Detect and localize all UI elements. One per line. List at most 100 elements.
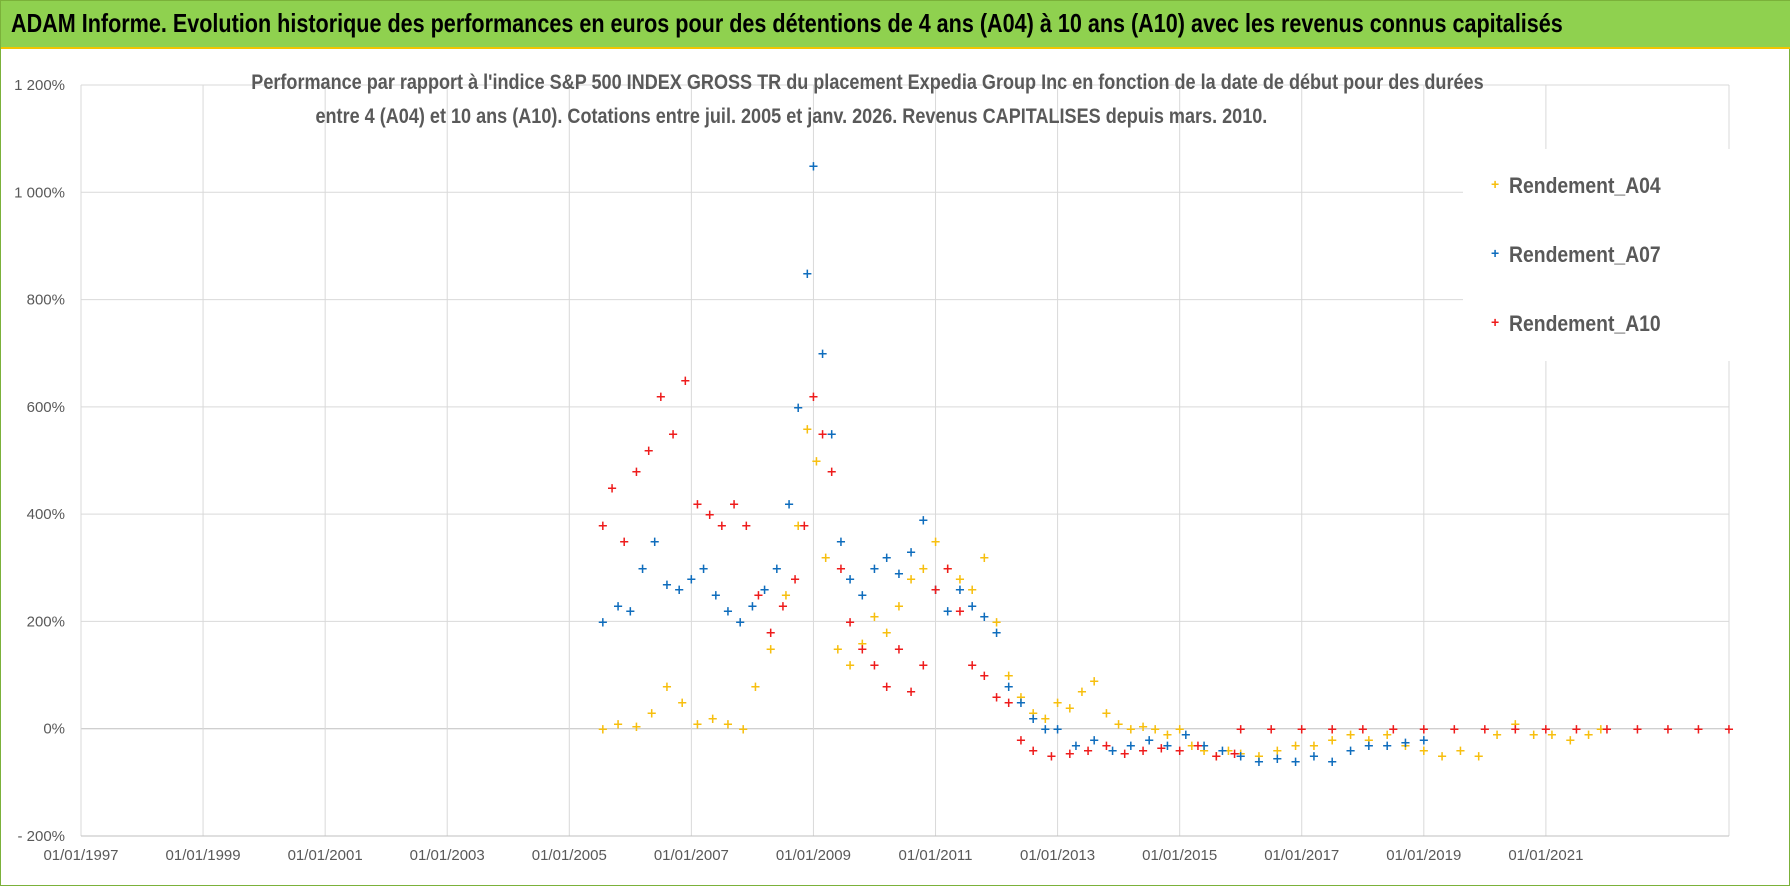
legend-label-a07: Rendement_A07 bbox=[1509, 242, 1661, 267]
point-Rendement_A04: + bbox=[942, 562, 953, 577]
data-points: + + +++++ + + +++++++++++++++++++++++++ ++ ++++… bbox=[597, 159, 1734, 769]
chart-title-line1-text: Performance par rapport à l'indice S&P 5… bbox=[251, 71, 1484, 94]
point-Rendement_A04: + bbox=[1528, 728, 1539, 743]
point-Rendement_A07: + bbox=[747, 599, 758, 614]
point-Rendement_A07: + bbox=[1400, 736, 1411, 751]
x-tick-label: 01/01/2017 bbox=[1264, 847, 1339, 864]
point-Rendement_A07: + bbox=[613, 599, 624, 614]
x-tick-label: 01/01/2013 bbox=[1020, 847, 1095, 864]
point-Rendement_A10: + bbox=[1101, 739, 1112, 754]
point-Rendement_A07: + bbox=[918, 514, 929, 529]
point-Rendement_A07: + bbox=[759, 583, 770, 598]
point-Rendement_A10: + bbox=[918, 658, 929, 673]
point-Rendement_A04: + bbox=[631, 720, 642, 735]
point-Rendement_A10: + bbox=[655, 390, 666, 405]
point-Rendement_A10: + bbox=[1693, 723, 1704, 738]
point-Rendement_A10: + bbox=[729, 497, 740, 512]
point-Rendement_A07: + bbox=[1217, 744, 1228, 759]
point-Rendement_A04: + bbox=[793, 519, 804, 534]
y-tick-label: 0% bbox=[43, 721, 65, 738]
x-tick-label: 01/01/2001 bbox=[288, 847, 363, 864]
point-Rendement_A07: + bbox=[1144, 733, 1155, 748]
point-Rendement_A07: + bbox=[802, 267, 813, 282]
point-Rendement_A04: + bbox=[1162, 728, 1173, 743]
point-Rendement_A04: + bbox=[1125, 723, 1136, 738]
point-Rendement_A04: + bbox=[1418, 744, 1429, 759]
series-Rendement_A04: + + +++++ + + +++++++++++++++++++++++++ ++ ++++… bbox=[597, 422, 1606, 764]
point-Rendement_A07: + bbox=[826, 428, 837, 443]
point-Rendement_A07: + bbox=[1308, 750, 1319, 765]
point-Rendement_A04: + bbox=[1254, 750, 1265, 765]
point-Rendement_A10: + bbox=[619, 535, 630, 550]
point-Rendement_A07: + bbox=[625, 605, 636, 620]
point-Rendement_A04: + bbox=[1113, 717, 1124, 732]
point-Rendement_A10: + bbox=[1540, 723, 1551, 738]
point-Rendement_A10: + bbox=[643, 444, 654, 459]
point-Rendement_A04: + bbox=[1150, 723, 1161, 738]
legend-marker-a04: + bbox=[1491, 176, 1500, 192]
point-Rendement_A10: + bbox=[631, 465, 642, 480]
point-Rendement_A10: + bbox=[1601, 723, 1612, 738]
chart-title-line1: Performance par rapport à l'indice S&P 5… bbox=[151, 71, 1483, 95]
point-Rendement_A04: + bbox=[869, 610, 880, 625]
point-Rendement_A07: + bbox=[1345, 744, 1356, 759]
point-Rendement_A04: + bbox=[677, 696, 688, 711]
point-Rendement_A10: + bbox=[1235, 723, 1246, 738]
point-Rendement_A07: + bbox=[1180, 728, 1191, 743]
point-Rendement_A04: + bbox=[1223, 744, 1234, 759]
legend-marker-a10: + bbox=[1491, 314, 1500, 330]
point-Rendement_A07: + bbox=[793, 401, 804, 416]
point-Rendement_A07: + bbox=[808, 159, 819, 174]
point-Rendement_A07: + bbox=[1089, 733, 1100, 748]
point-Rendement_A04: + bbox=[723, 717, 734, 732]
point-Rendement_A10: + bbox=[1211, 750, 1222, 765]
legend-label-a10: Rendement_A10 bbox=[1509, 311, 1661, 336]
point-Rendement_A10: + bbox=[954, 605, 965, 620]
x-tick-label: 01/01/2019 bbox=[1386, 847, 1461, 864]
point-Rendement_A10: + bbox=[1296, 723, 1307, 738]
point-Rendement_A10: + bbox=[930, 583, 941, 598]
point-Rendement_A07: + bbox=[662, 578, 673, 593]
point-Rendement_A04: + bbox=[1186, 739, 1197, 754]
point-Rendement_A07: + bbox=[597, 615, 608, 630]
point-Rendement_A10: + bbox=[668, 428, 679, 443]
point-Rendement_A10: + bbox=[881, 680, 892, 695]
point-Rendement_A10: + bbox=[680, 374, 691, 389]
point-Rendement_A10: + bbox=[1138, 744, 1149, 759]
point-Rendement_A04: + bbox=[781, 589, 792, 604]
point-Rendement_A07: + bbox=[1254, 755, 1265, 770]
point-Rendement_A04: + bbox=[1583, 728, 1594, 743]
point-Rendement_A04: + bbox=[692, 717, 703, 732]
x-tick-label: 01/01/1999 bbox=[166, 847, 241, 864]
point-Rendement_A07: + bbox=[835, 535, 846, 550]
point-Rendement_A10: + bbox=[1357, 723, 1368, 738]
point-Rendement_A04: + bbox=[1437, 750, 1448, 765]
point-Rendement_A04: + bbox=[832, 642, 843, 657]
point-Rendement_A10: + bbox=[753, 589, 764, 604]
point-Rendement_A10: + bbox=[1193, 739, 1204, 754]
point-Rendement_A04: + bbox=[1052, 696, 1063, 711]
point-Rendement_A10: + bbox=[765, 626, 776, 641]
point-Rendement_A04: + bbox=[845, 658, 856, 673]
legend-marker-a07: + bbox=[1491, 245, 1500, 261]
point-Rendement_A04: + bbox=[1382, 728, 1393, 743]
point-Rendement_A10: + bbox=[942, 562, 953, 577]
point-Rendement_A10: + bbox=[835, 562, 846, 577]
point-Rendement_A04: + bbox=[1595, 723, 1606, 738]
point-Rendement_A07: + bbox=[1003, 680, 1014, 695]
point-Rendement_A04: + bbox=[707, 712, 718, 727]
point-Rendement_A07: + bbox=[735, 615, 746, 630]
point-Rendement_A04: + bbox=[881, 626, 892, 641]
point-Rendement_A10: + bbox=[1174, 744, 1185, 759]
point-Rendement_A04: + bbox=[930, 535, 941, 550]
point-Rendement_A04: + bbox=[811, 455, 822, 470]
point-Rendement_A04: + bbox=[750, 680, 761, 695]
banner-title: ADAM Informe. Evolution historique des p… bbox=[11, 8, 1563, 38]
legend-label-a04: Rendement_A04 bbox=[1509, 173, 1661, 198]
y-tick-label: - 200% bbox=[17, 828, 65, 845]
point-Rendement_A07: + bbox=[817, 347, 828, 362]
point-Rendement_A10: + bbox=[1510, 723, 1521, 738]
point-Rendement_A10: + bbox=[1028, 744, 1039, 759]
